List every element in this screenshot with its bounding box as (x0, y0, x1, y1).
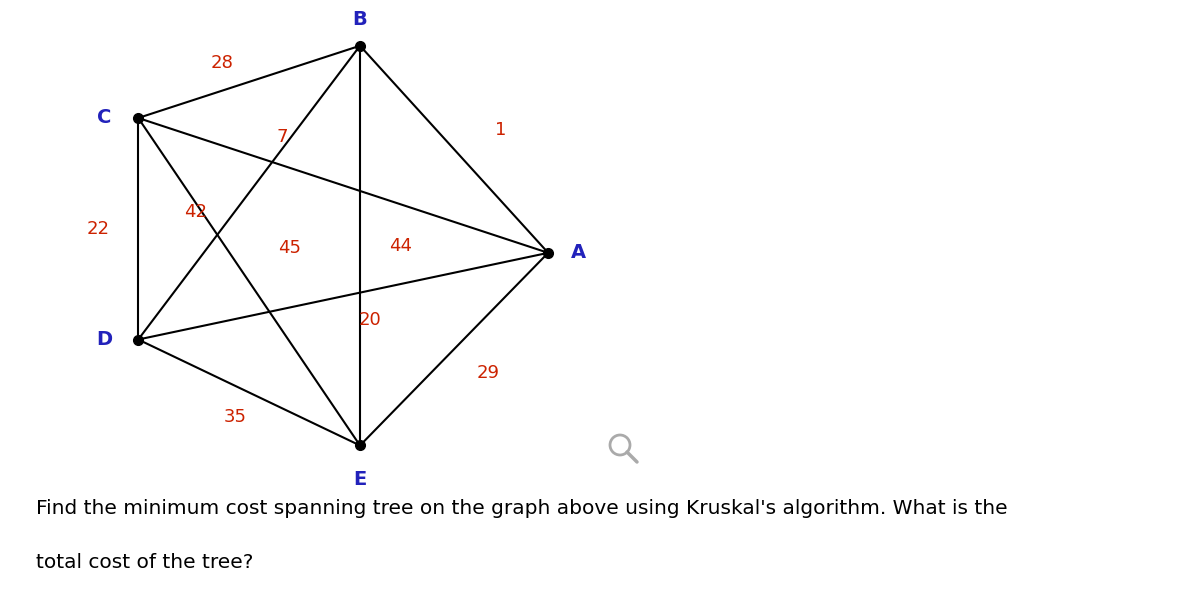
Text: E: E (353, 470, 367, 489)
Text: Find the minimum cost spanning tree on the graph above using Kruskal's algorithm: Find the minimum cost spanning tree on t… (36, 499, 1008, 518)
Text: 20: 20 (359, 311, 382, 329)
Text: 7: 7 (277, 128, 288, 146)
Text: D: D (96, 330, 113, 349)
Text: A: A (571, 243, 586, 262)
Text: 45: 45 (278, 239, 301, 257)
Text: 28: 28 (211, 54, 234, 72)
Text: 29: 29 (476, 364, 499, 382)
Text: 35: 35 (224, 408, 247, 426)
Text: 42: 42 (184, 203, 206, 221)
Text: 22: 22 (86, 220, 109, 238)
Text: C: C (97, 108, 112, 128)
Text: B: B (353, 10, 367, 29)
Text: 1: 1 (496, 121, 506, 139)
Text: total cost of the tree?: total cost of the tree? (36, 553, 253, 573)
Text: 44: 44 (389, 237, 412, 255)
